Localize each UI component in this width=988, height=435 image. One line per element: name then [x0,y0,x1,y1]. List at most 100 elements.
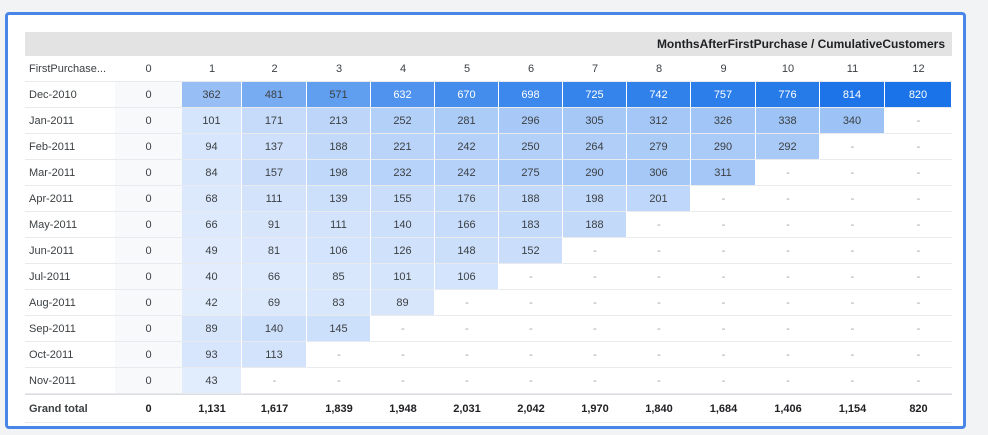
column-header[interactable]: 8 [627,56,691,82]
value-cell: 66 [182,212,242,238]
table-row: Dec-2010 0 362 481 571 632 670 698 725 742 757 776 8… [25,82,952,108]
table-row: Apr-2011 0 68 111 139 155 176 188 198 201- - - - [25,186,952,212]
empty-cell: - [820,290,885,316]
empty-cell: - [627,238,691,264]
value-cell: 0 [115,212,182,238]
column-header[interactable]: 10 [756,56,820,82]
column-header[interactable]: 9 [691,56,756,82]
table-row: Aug-2011 0 42 69 83 89- - - - - - - - [25,290,952,316]
empty-cell: - [435,290,499,316]
value-cell: 281 [435,108,499,134]
row-dimension-header[interactable]: FirstPurchase... [25,56,115,82]
value-cell: 481 [242,82,307,108]
value-cell: 776 [756,82,820,108]
empty-cell: - [820,238,885,264]
column-header[interactable]: 7 [563,56,627,82]
grand-total-cell: 820 [885,394,952,423]
value-cell: 157 [242,160,307,186]
value-cell: 290 [563,160,627,186]
empty-cell: - [627,316,691,342]
grand-total-cell: 1,839 [307,394,371,423]
empty-cell: - [435,316,499,342]
value-cell: 670 [435,82,499,108]
value-cell: 0 [115,238,182,264]
empty-cell: - [307,368,371,394]
value-cell: 106 [435,264,499,290]
empty-cell: - [499,290,563,316]
value-cell: 139 [307,186,371,212]
empty-cell: - [820,160,885,186]
value-cell: 698 [499,82,563,108]
empty-cell: - [563,342,627,368]
column-header[interactable]: 11 [820,56,885,82]
empty-cell: - [691,316,756,342]
empty-cell: - [756,316,820,342]
row-label: Sep-2011 [25,316,115,342]
table-row: Mar-2011 0 84 157 198 232 242 275 290 306 311- - - [25,160,952,186]
value-cell: 93 [182,342,242,368]
empty-cell: - [563,264,627,290]
value-cell: 275 [499,160,563,186]
value-cell: 101 [182,108,242,134]
empty-cell: - [885,238,952,264]
column-header[interactable]: 12 [885,56,952,82]
empty-cell: - [499,316,563,342]
row-label: Feb-2011 [25,134,115,160]
empty-cell: - [820,368,885,394]
value-cell: 340 [820,108,885,134]
empty-cell: - [756,264,820,290]
value-cell: 85 [307,264,371,290]
column-dimension-header[interactable]: MonthsAfterFirstPurchase / CumulativeCus… [25,32,952,56]
value-cell: 69 [242,290,307,316]
empty-cell: - [627,342,691,368]
table-row: Jun-2011 0 49 81 106 126 148 152- - - - - - [25,238,952,264]
empty-cell: - [242,368,307,394]
table-row: Jan-2011 0 101 171 213 252 281 296 305 312 326 338 3… [25,108,952,134]
value-cell: 326 [691,108,756,134]
value-cell: 140 [371,212,435,238]
grand-total-cell: 1,406 [756,394,820,423]
empty-cell: - [820,186,885,212]
column-header[interactable]: 2 [242,56,307,82]
value-cell: 111 [307,212,371,238]
value-cell: 242 [435,160,499,186]
table-row: Oct-2011 0 93 113- - - - - - - - - - [25,342,952,368]
empty-cell: - [435,342,499,368]
empty-cell: - [627,290,691,316]
value-cell: 49 [182,238,242,264]
value-cell: 94 [182,134,242,160]
value-cell: 83 [307,290,371,316]
table-row: Sep-2011 0 89 140 145- - - - - - - - - [25,316,952,342]
value-cell: 742 [627,82,691,108]
value-cell: 152 [499,238,563,264]
column-header[interactable]: 4 [371,56,435,82]
empty-cell: - [563,290,627,316]
column-header[interactable]: 1 [182,56,242,82]
empty-cell: - [627,212,691,238]
column-header[interactable]: 3 [307,56,371,82]
empty-cell: - [885,342,952,368]
grand-total-cell: 1,840 [627,394,691,423]
value-cell: 145 [307,316,371,342]
value-cell: 198 [307,160,371,186]
row-label: Apr-2011 [25,186,115,212]
value-cell: 0 [115,82,182,108]
value-cell: 188 [307,134,371,160]
column-header[interactable]: 5 [435,56,499,82]
empty-cell: - [563,238,627,264]
value-cell: 757 [691,82,756,108]
empty-cell: - [756,186,820,212]
grand-total-cell: 1,948 [371,394,435,423]
value-cell: 279 [627,134,691,160]
value-cell: 126 [371,238,435,264]
column-header[interactable]: 0 [115,56,182,82]
value-cell: 89 [371,290,435,316]
value-cell: 725 [563,82,627,108]
grand-total-cell: 2,042 [499,394,563,423]
row-label: Jan-2011 [25,108,115,134]
empty-cell: - [756,160,820,186]
empty-cell: - [691,212,756,238]
empty-cell: - [627,264,691,290]
column-header[interactable]: 6 [499,56,563,82]
value-cell: 176 [435,186,499,212]
